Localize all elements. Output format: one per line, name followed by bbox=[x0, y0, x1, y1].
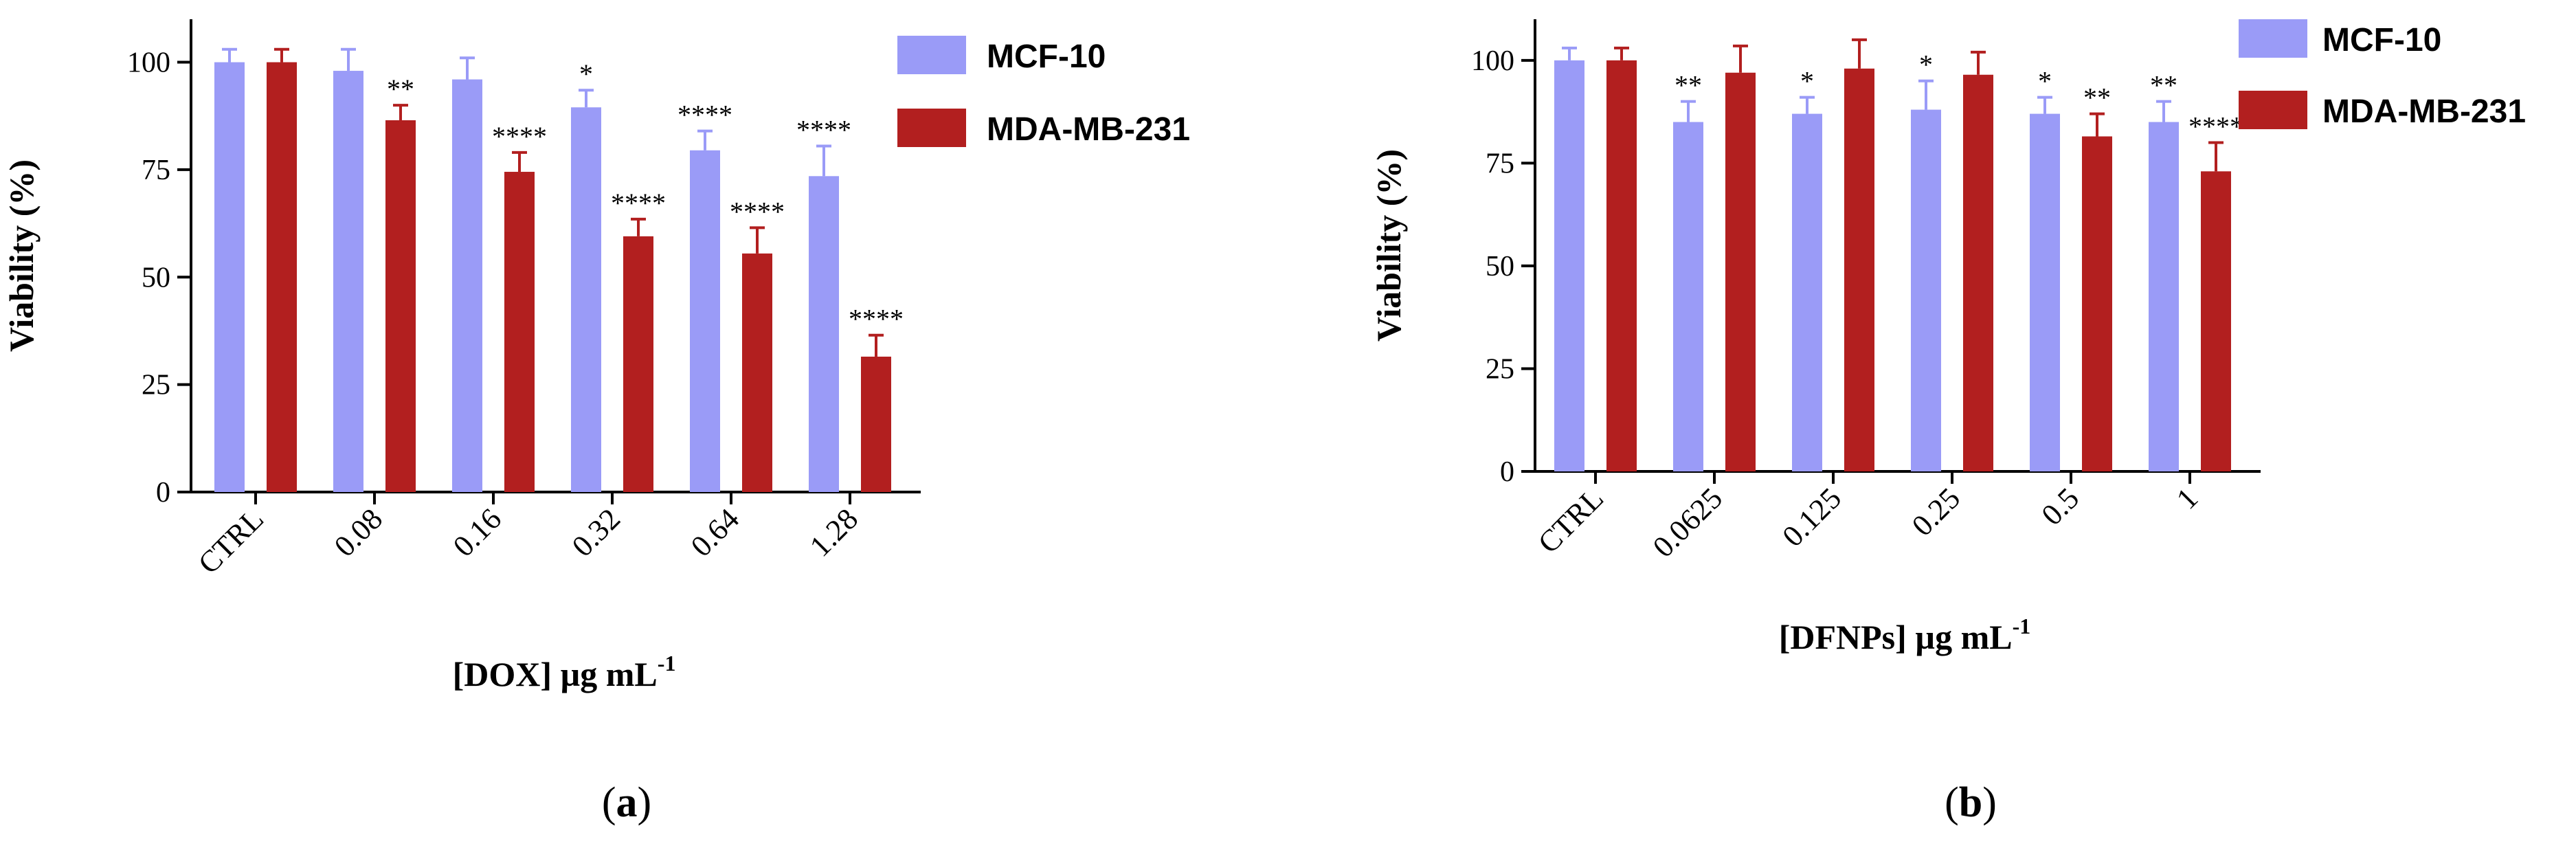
significance-label: **** bbox=[730, 196, 785, 227]
panel-label: (b) bbox=[1945, 779, 1997, 826]
significance-label: ** bbox=[2150, 70, 2177, 101]
y-tick-label: 50 bbox=[1486, 251, 1514, 282]
legend-label-mcf10: MCF-10 bbox=[987, 38, 1106, 75]
x-tick-label: 0.125 bbox=[1776, 481, 1848, 553]
bar-mda bbox=[1725, 72, 1756, 472]
bar-mcf10 bbox=[1554, 60, 1584, 472]
y-tick-label: 25 bbox=[1486, 353, 1514, 385]
x-axis-title-sup: -1 bbox=[2013, 614, 2031, 638]
bar-mda bbox=[2082, 136, 2112, 471]
y-tick-label: 25 bbox=[142, 370, 170, 401]
x-tick-label: 0.0625 bbox=[1646, 481, 1729, 564]
x-tick-label: 0.64 bbox=[684, 502, 746, 563]
significance-label: * bbox=[1919, 49, 1933, 80]
bar-mcf10 bbox=[1911, 109, 1941, 472]
significance-label: **** bbox=[611, 188, 666, 219]
legend-swatch-mda bbox=[897, 109, 966, 147]
significance-label: **** bbox=[677, 100, 732, 131]
bar-mda bbox=[504, 172, 535, 492]
x-axis-title-main: [DFNPs] µg mL bbox=[1779, 618, 2013, 656]
significance-label: * bbox=[2038, 66, 2052, 97]
bar-mcf10 bbox=[1673, 122, 1703, 471]
panel-label: (a) bbox=[602, 779, 651, 826]
legend-swatch-mda bbox=[2239, 91, 2307, 129]
x-axis-title: [DFNPs] µg mL-1 bbox=[1779, 614, 2031, 656]
x-axis-title: [DOX] µg mL-1 bbox=[453, 651, 676, 693]
y-tick-label: 50 bbox=[142, 262, 170, 293]
y-tick-label: 75 bbox=[142, 155, 170, 186]
bar-mda bbox=[267, 62, 297, 492]
bar-mcf10 bbox=[809, 176, 839, 492]
x-tick-label: 0.5 bbox=[2035, 481, 2086, 532]
y-tick-label: 75 bbox=[1486, 148, 1514, 179]
panel-paren-open: ( bbox=[1945, 779, 1959, 826]
bar-mda bbox=[623, 236, 653, 492]
x-axis-title-sup: -1 bbox=[658, 651, 676, 676]
significance-label: * bbox=[1800, 66, 1814, 97]
y-tick-label: 0 bbox=[1500, 456, 1514, 488]
significance-label: **** bbox=[796, 115, 851, 146]
x-axis-title-main: [DOX] µg mL bbox=[453, 655, 658, 693]
x-tick-label: 1 bbox=[2170, 481, 2204, 515]
bar-mcf10 bbox=[2149, 122, 2179, 471]
chart-a: 0 25 50 75 100 Viability (%) CTRL ** 0.08 **** 0.1… bbox=[2, 19, 1190, 826]
legend-swatch-mcf10 bbox=[2239, 19, 2307, 58]
bar-mda bbox=[2201, 171, 2231, 471]
y-axis-title: Viability (%) bbox=[1369, 149, 1408, 342]
bar-mda bbox=[742, 253, 772, 492]
x-tick-label: CTRL bbox=[192, 502, 270, 580]
panel-letter: b bbox=[1959, 779, 1982, 826]
significance-label: ** bbox=[1675, 70, 1702, 101]
y-axis-title: Viability (%) bbox=[2, 159, 41, 352]
y-tick-label: 100 bbox=[127, 47, 170, 79]
significance-label: **** bbox=[2188, 111, 2243, 142]
significance-label: ** bbox=[2083, 82, 2111, 113]
bar-mda bbox=[1606, 60, 1637, 472]
significance-label: **** bbox=[849, 304, 904, 335]
legend-label-mda: MDA-MB-231 bbox=[987, 111, 1190, 148]
x-tick-label: 0.32 bbox=[565, 502, 627, 563]
bar-mcf10 bbox=[690, 150, 720, 492]
panel-paren-close: ) bbox=[638, 779, 652, 826]
bar-mcf10 bbox=[452, 79, 482, 492]
bar-mda bbox=[861, 356, 891, 492]
panel-paren-close: ) bbox=[1982, 779, 1997, 826]
x-tick-label: 0.16 bbox=[447, 502, 508, 563]
significance-label: **** bbox=[492, 121, 547, 152]
legend-label-mda: MDA-MB-231 bbox=[2322, 93, 2526, 130]
bar-mcf10 bbox=[333, 71, 363, 492]
panel-letter: a bbox=[616, 779, 638, 826]
bar-mcf10 bbox=[214, 62, 245, 492]
legend-swatch-mcf10 bbox=[897, 36, 966, 74]
legend-label-mcf10: MCF-10 bbox=[2322, 22, 2441, 58]
bar-mcf10 bbox=[571, 107, 601, 492]
bar-mcf10 bbox=[1792, 113, 1822, 472]
bar-mda bbox=[385, 120, 416, 492]
panel-paren-open: ( bbox=[602, 779, 616, 826]
bar-mda bbox=[1844, 68, 1874, 472]
significance-label: ** bbox=[387, 74, 414, 104]
x-tick-label: 0.08 bbox=[328, 502, 389, 563]
significance-label: * bbox=[579, 58, 593, 89]
bar-mda bbox=[1963, 74, 1993, 472]
y-tick-label: 100 bbox=[1471, 45, 1514, 77]
x-tick-label: 1.28 bbox=[803, 502, 864, 563]
bar-mcf10 bbox=[2030, 113, 2060, 472]
x-tick-label: CTRL bbox=[1532, 481, 1610, 559]
y-tick-label: 0 bbox=[156, 477, 170, 509]
x-tick-label: 0.25 bbox=[1905, 481, 1967, 542]
